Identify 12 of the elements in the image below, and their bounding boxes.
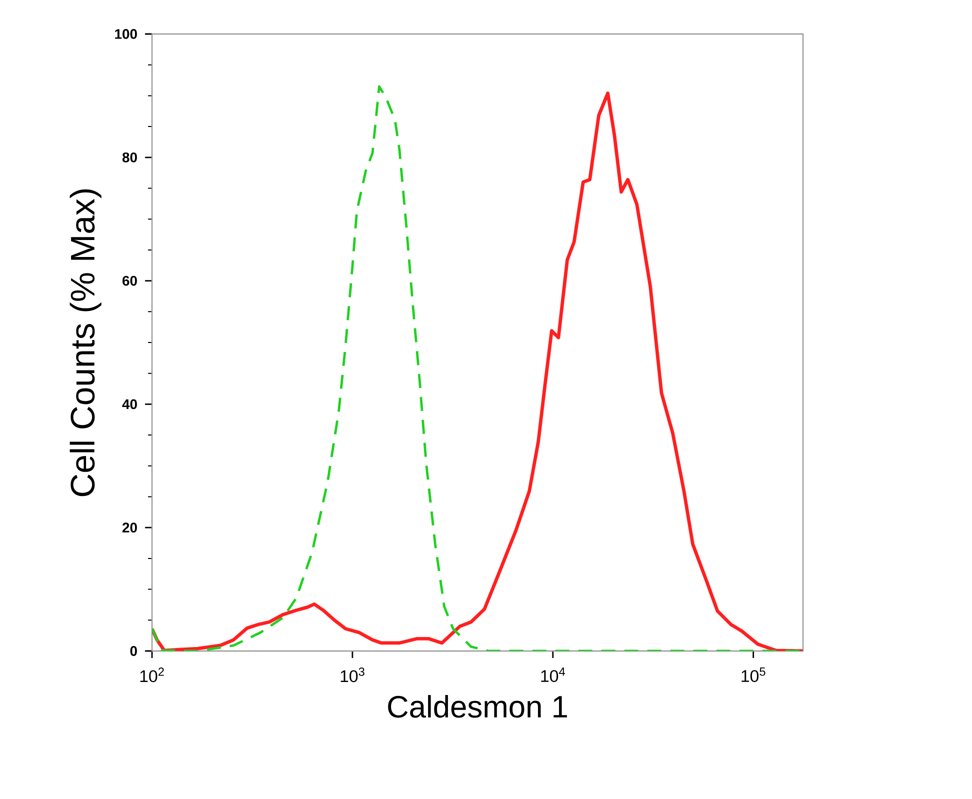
y-tick-label: 100: [115, 29, 137, 39]
x-tick-label: 10$^{4}$: [541, 668, 566, 682]
y-tick-label: 20: [122, 522, 137, 533]
x-tick-label: 10$^{5}$: [742, 668, 766, 682]
y-tick-label: 40: [122, 399, 137, 410]
y-tick-label: 0: [130, 646, 137, 656]
y-tick-label: 60: [122, 276, 137, 286]
y-tick-label: 80: [122, 152, 137, 162]
x-tick-label: 10$^{2}$: [140, 668, 164, 682]
x-tick-label: 10$^{3}$: [340, 668, 364, 682]
y-axis-title: Cell Counts (% Max): [70, 189, 102, 496]
x-axis-title: Caldesmon 1: [388, 695, 567, 718]
